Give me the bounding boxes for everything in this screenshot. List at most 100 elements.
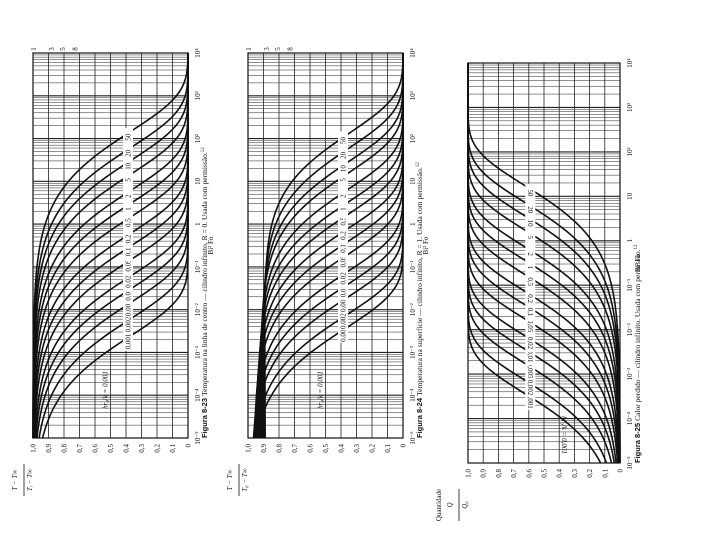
x-tick-label: 10⁻⁵ (194, 431, 202, 445)
top-tick-label: 3 (48, 47, 56, 51)
y-axis-label-denominator: Q₀ (461, 501, 469, 509)
curve-label: 2 (125, 194, 133, 198)
curve-label-background (123, 315, 134, 334)
x-tick-labels: 10⁻⁵ 10⁻⁴ 10⁻³ 10⁻² 10⁻¹ 1 10 10² 10³ 10⁴ (626, 58, 634, 470)
x-tick-label: 1 (194, 222, 202, 226)
curve-label: 0,02 (526, 337, 534, 350)
curve-label: 0,05 (340, 255, 348, 268)
curve-label: 5 (125, 178, 133, 182)
curve-label: 5 (526, 236, 534, 240)
curve-label-background (338, 200, 349, 219)
y-axis-label-note: Quantidade (435, 489, 443, 521)
curve-label-background (123, 256, 134, 275)
curve-label: 0,005 (526, 363, 534, 379)
y-tick-label: 0,1 (169, 444, 177, 453)
curve-label-background (338, 170, 349, 189)
curve-label: 2 (526, 252, 534, 256)
y-tick-label: 0,9 (480, 469, 488, 478)
curve-label: 0,001 (340, 326, 348, 342)
curve-label-background (525, 378, 536, 397)
curve-label-background (338, 282, 349, 301)
y-tick-label: 0,8 (495, 469, 503, 478)
curve-label-background (338, 269, 349, 288)
y-tick-label: 0,1 (384, 444, 392, 453)
x-tick-label: 10 (626, 192, 634, 200)
series-line (467, 63, 621, 463)
curve-label-background (525, 272, 536, 291)
y-tick-label: 0,5 (322, 444, 330, 453)
curve-group (32, 52, 189, 439)
x-tick-label: 10⁴ (194, 48, 202, 58)
curve-label: 0,5 (526, 277, 534, 286)
curve-label-background (123, 285, 134, 304)
curve-label-background (525, 302, 536, 321)
x-tick-label: 10² (194, 134, 202, 143)
x-tick-label: 10 (194, 177, 202, 185)
y-tick-label: 0,5 (541, 469, 549, 478)
y-tick-labels: 0 0,1 0,2 0,3 0,4 0,5 0,6 0,7 0,8 0,9 1,0 (465, 469, 625, 478)
curve-label: 10 (340, 165, 348, 173)
curve-label-background (338, 295, 349, 314)
curve-label-background (123, 229, 134, 248)
curve-label-background (338, 239, 349, 258)
curve-label: 2 (340, 194, 348, 198)
x-tick-label: 10² (409, 134, 417, 143)
y-tick-label: 0,2 (369, 444, 377, 453)
x-axis-label: Bi² Fo (634, 254, 642, 272)
curve-label: 0,01 (125, 288, 133, 301)
series-line (259, 53, 404, 439)
curve-label-background (525, 391, 536, 410)
series-line (264, 52, 404, 439)
curve-label-background (338, 252, 349, 271)
curve-label: 0,2 (526, 294, 534, 303)
y-tick-label: 0,1 (601, 469, 609, 478)
top-tick-label: 1 (245, 47, 253, 51)
y-tick-label: 0,6 (92, 444, 100, 453)
curve-label: 0,001 (125, 333, 133, 349)
figure-caption: Figura 8-24 Temperatura na superfície — … (415, 162, 424, 438)
y-tick-label: 0,6 (307, 444, 315, 453)
y-tick-labels: 0 0,1 0,2 0,3 0,4 0,5 0,6 0,7 0,8 0,9 1,0 (245, 444, 408, 453)
curve-label: 0,002 (340, 313, 348, 329)
x-tick-label: 10³ (194, 91, 202, 100)
curve-label: 0,2 (125, 234, 133, 243)
series-line (262, 53, 404, 439)
y-tick-label: 0,2 (586, 469, 594, 478)
curve-label: 0,05 (526, 320, 534, 333)
x-tick-label: 1 (626, 239, 634, 243)
curve-label: 1 (125, 207, 133, 211)
y-tick-label: 0,4 (556, 469, 564, 478)
top-tick-label: 1 (30, 47, 38, 51)
curve-label-background (338, 187, 349, 206)
series-line (260, 53, 404, 439)
curve-label: 1 (526, 266, 534, 270)
y-tick-label: 0,8 (61, 444, 69, 453)
x-tick-label: 10⁻¹ (409, 260, 417, 273)
top-tick-label: 8 (71, 47, 79, 51)
chart-panel-surface-temperature: 0 0,1 0,2 0,3 0,4 0,5 0,6 0,7 0,8 0,9 1,0 10⁻⁵ 10⁻⁴… (226, 47, 430, 496)
curve-label-background (525, 245, 536, 264)
curve-label: 1 (340, 207, 348, 211)
figure-caption: Figura 8-23 Temperatura na linha de cent… (200, 147, 209, 438)
y-tick-label: 1,0 (245, 444, 253, 453)
curve-label: 0,01 (340, 285, 348, 298)
x-tick-label: 10⁴ (626, 58, 634, 68)
x-tick-label: 10⁻⁵ (626, 456, 634, 470)
y-axis-label-numerator: T − T∞ (226, 470, 234, 491)
y-tick-label: 0,4 (123, 444, 131, 453)
y-tick-label: 0,9 (260, 444, 268, 453)
x-tick-label: 10 (409, 177, 417, 185)
x-tick-label: 10⁻³ (409, 346, 417, 359)
curve-label: 0,01 (526, 350, 534, 363)
curve-label-background (338, 226, 349, 245)
parameter-label: hr₀/k = 0,001 (101, 371, 109, 409)
y-tick-label: 0,3 (353, 444, 361, 453)
y-axis-label-denominator: Tᵢ − T∞ (26, 469, 34, 491)
x-tick-label: 10⁻⁴ (194, 388, 202, 402)
x-tick-labels: 10⁻⁵ 10⁻⁴ 10⁻³ 10⁻² 10⁻¹ 1 10 10² 10³ 10⁴ (194, 48, 202, 445)
curve-label: 5 (340, 178, 348, 182)
x-tick-label: 10⁻² (626, 323, 634, 336)
x-tick-label: 10³ (626, 103, 634, 112)
